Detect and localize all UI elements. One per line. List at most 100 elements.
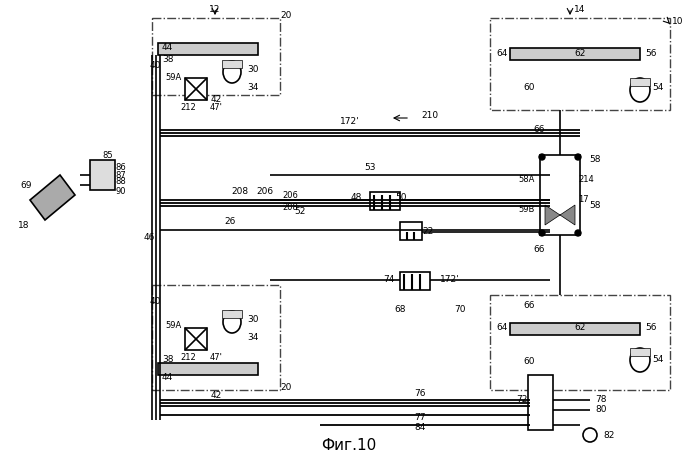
Bar	[158, 43, 258, 55]
Text: 212: 212	[180, 354, 196, 362]
Bar	[510, 323, 640, 335]
Text: 42: 42	[210, 96, 222, 105]
Circle shape	[575, 230, 581, 236]
Text: 20: 20	[280, 383, 291, 393]
Text: 60: 60	[524, 357, 535, 367]
Text: 17: 17	[578, 196, 589, 204]
Text: 53: 53	[364, 164, 376, 172]
Ellipse shape	[583, 428, 597, 442]
Text: 74: 74	[384, 276, 395, 285]
Text: 44: 44	[162, 43, 173, 53]
Ellipse shape	[223, 311, 241, 333]
Ellipse shape	[630, 348, 650, 372]
Text: 54: 54	[652, 84, 663, 92]
Polygon shape	[30, 175, 75, 220]
Ellipse shape	[223, 61, 241, 83]
Polygon shape	[545, 205, 575, 225]
Text: 80: 80	[595, 405, 607, 414]
Text: 66: 66	[533, 245, 545, 255]
Bar	[400, 272, 430, 290]
Text: 206: 206	[282, 191, 298, 200]
Text: 56: 56	[645, 324, 656, 333]
Text: 56: 56	[645, 48, 656, 58]
Text: 34: 34	[247, 334, 259, 342]
Text: 47': 47'	[210, 103, 223, 112]
Text: 14: 14	[575, 5, 586, 15]
Text: 64: 64	[496, 48, 508, 58]
Text: 30: 30	[247, 65, 259, 74]
Bar	[222, 60, 242, 68]
Text: 40: 40	[150, 60, 161, 69]
Text: 66: 66	[524, 301, 535, 309]
Bar	[400, 222, 422, 240]
Bar	[90, 160, 115, 190]
Circle shape	[539, 230, 545, 236]
Text: 214: 214	[578, 175, 593, 185]
Text: 172': 172'	[340, 117, 360, 127]
Bar	[540, 155, 580, 235]
Text: 206: 206	[257, 187, 273, 197]
Bar	[185, 328, 207, 350]
Text: 30: 30	[247, 315, 259, 324]
Text: 47': 47'	[210, 354, 223, 362]
Text: 77: 77	[415, 414, 426, 423]
Text: 62: 62	[575, 324, 586, 333]
Text: 48: 48	[351, 193, 362, 202]
Text: 40: 40	[150, 298, 161, 307]
Text: 12: 12	[209, 5, 221, 15]
Text: 70: 70	[454, 305, 466, 314]
Text: 88: 88	[115, 177, 126, 186]
Text: 58: 58	[589, 155, 600, 165]
Text: 68: 68	[394, 305, 405, 314]
Text: Фиг.10: Фиг.10	[322, 437, 377, 452]
Bar	[370, 192, 400, 210]
Text: 86: 86	[115, 164, 126, 172]
Bar	[222, 310, 242, 318]
Text: 10: 10	[672, 17, 684, 27]
Text: 85: 85	[102, 150, 113, 159]
Text: 18: 18	[18, 220, 29, 229]
Text: 72: 72	[517, 395, 528, 404]
Text: 52: 52	[294, 207, 305, 217]
Text: 22: 22	[422, 228, 433, 237]
Text: 212: 212	[180, 103, 196, 112]
Text: 59A: 59A	[165, 74, 181, 83]
Text: 34: 34	[247, 84, 259, 92]
Bar	[185, 78, 207, 100]
Text: 210: 210	[421, 111, 438, 119]
Text: 46: 46	[143, 234, 155, 243]
Text: 76: 76	[415, 388, 426, 398]
Text: 59B: 59B	[519, 206, 535, 214]
Bar	[158, 363, 258, 375]
Text: 64: 64	[496, 324, 508, 333]
Text: 82: 82	[603, 430, 614, 440]
Text: 58: 58	[589, 201, 600, 209]
Text: 38: 38	[162, 55, 173, 64]
Text: 44: 44	[162, 373, 173, 383]
Bar	[630, 78, 650, 86]
Text: 84: 84	[415, 424, 426, 432]
Text: 69: 69	[20, 181, 31, 190]
Circle shape	[539, 154, 545, 160]
Text: 54: 54	[652, 356, 663, 365]
Text: 38: 38	[162, 356, 173, 365]
Text: 208: 208	[231, 187, 249, 197]
Text: 60: 60	[524, 84, 535, 92]
Text: 42: 42	[210, 390, 222, 399]
Bar	[528, 375, 553, 430]
Text: 59A: 59A	[165, 320, 181, 329]
Text: 87: 87	[115, 170, 126, 180]
Text: 50: 50	[395, 193, 407, 202]
Text: 172': 172'	[440, 276, 460, 285]
Text: 58A: 58A	[519, 175, 535, 185]
Ellipse shape	[630, 78, 650, 102]
Text: 20: 20	[280, 11, 291, 20]
Bar	[630, 348, 650, 356]
Text: 208: 208	[282, 203, 298, 213]
Text: 90: 90	[115, 187, 126, 197]
Text: 78: 78	[595, 395, 607, 404]
Bar	[510, 48, 640, 60]
Text: 62: 62	[575, 48, 586, 58]
Text: 26: 26	[224, 218, 236, 227]
Circle shape	[575, 154, 581, 160]
